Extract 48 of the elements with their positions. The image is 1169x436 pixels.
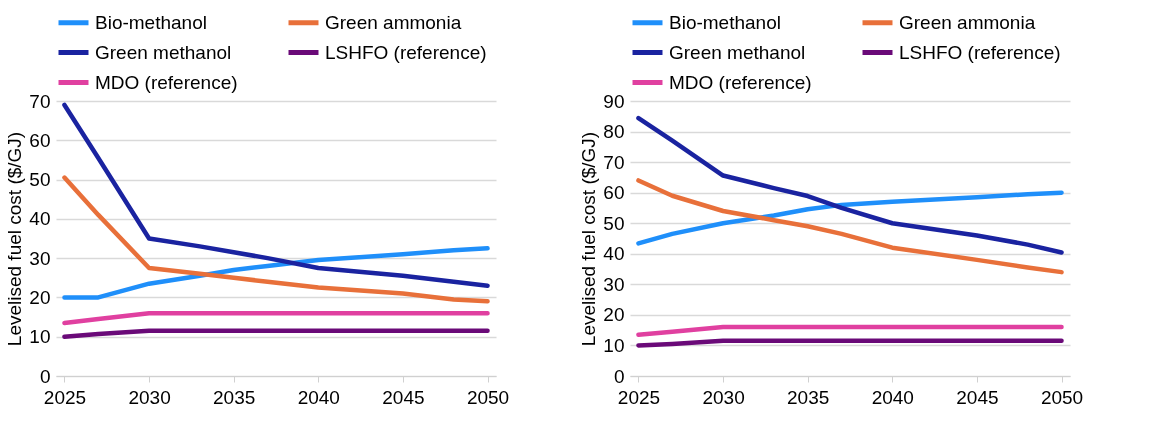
line-series [636, 190, 1064, 246]
y-tick-label: 70 [603, 151, 625, 173]
x-tick-label: 2035 [213, 386, 256, 408]
y-tick-label: 0 [39, 365, 51, 387]
y-tick-label: 20 [603, 304, 625, 326]
legend-label: MDO (reference) [669, 71, 812, 93]
legend-label: MDO (reference) [95, 71, 238, 93]
y-tick-label: 40 [603, 243, 625, 265]
x-tick-label: 2040 [297, 386, 340, 408]
y-tick-label: 50 [29, 169, 51, 191]
y-axis-title: Levelised fuel cost ($/GJ) [4, 131, 26, 347]
y-tick-label: 20 [29, 286, 51, 308]
x-tick-label: 2050 [466, 386, 510, 408]
x-tick-label: 2025 [617, 386, 661, 408]
y-tick-label: 80 [603, 121, 625, 143]
line-series [62, 175, 490, 304]
line-series [62, 102, 490, 288]
x-tick-label: 2035 [787, 386, 830, 408]
x-tick-label: 2045 [956, 386, 999, 408]
y-tick-label: 10 [29, 326, 51, 348]
legend-label: Bio-methanol [669, 11, 781, 33]
legend-label: LSHFO (reference) [325, 41, 487, 63]
y-tick-label: 60 [29, 129, 51, 151]
x-tick-label: 2040 [871, 386, 914, 408]
y-axis-title: Levelised fuel cost ($/GJ) [578, 131, 600, 347]
y-tick-label: 30 [603, 273, 625, 295]
y-tick-label: 40 [29, 208, 51, 230]
y-tick-label: 60 [603, 182, 625, 204]
line-series [62, 246, 490, 300]
y-tick-label: 50 [603, 212, 625, 234]
x-tick-label: 2050 [1040, 386, 1084, 408]
y-tick-label: 10 [603, 334, 625, 356]
legend-label: Green ammonia [899, 11, 1036, 33]
legend-label: LSHFO (reference) [899, 41, 1061, 63]
line-series [636, 178, 1064, 275]
x-tick-label: 2045 [382, 386, 425, 408]
y-tick-label: 70 [29, 90, 51, 112]
y-tick-label: 0 [613, 365, 625, 387]
legend-label: Green methanol [669, 41, 806, 63]
y-tick-label: 30 [29, 247, 51, 269]
x-tick-label: 2025 [43, 386, 87, 408]
legend-label: Green ammonia [325, 11, 462, 33]
x-tick-label: 2030 [128, 386, 171, 408]
legend-label: Green methanol [95, 41, 232, 63]
y-tick-label: 90 [603, 90, 625, 112]
x-tick-label: 2030 [702, 386, 745, 408]
legend-label: Bio-methanol [95, 11, 207, 33]
line-series [636, 115, 1064, 255]
